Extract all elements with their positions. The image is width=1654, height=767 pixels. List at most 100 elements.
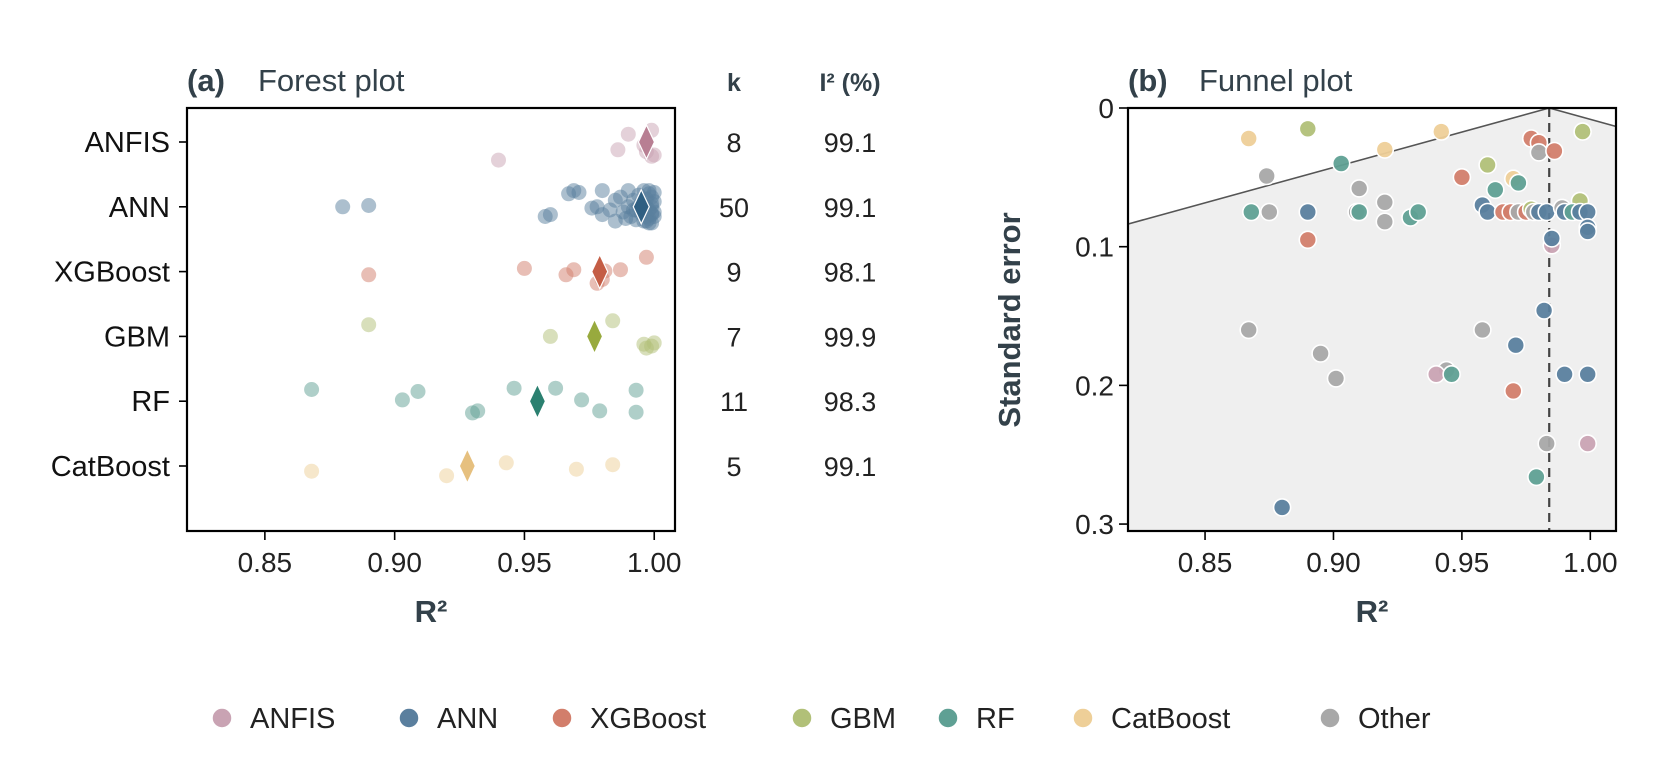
funnel-point-ann <box>1478 202 1497 222</box>
forest-point-gbm <box>605 313 621 329</box>
funnel-left-boundary <box>1128 108 1550 225</box>
forest-point-catboost <box>304 463 320 479</box>
funnel-x-tick-label: 1.00 <box>1563 547 1618 578</box>
legend-marker-anfis <box>211 707 233 729</box>
funnel-point-anfis <box>1426 364 1446 384</box>
funnel-point-rf <box>1242 202 1261 222</box>
funnel-point-ann <box>1506 335 1526 355</box>
forest-x-tick-label: 0.95 <box>497 547 552 578</box>
i2-value-ann: 99.1 <box>824 193 877 223</box>
forest-points <box>304 122 662 484</box>
forest-x-axis: 0.85 0.90 0.95 1.00 <box>238 531 682 578</box>
funnel-plot-panel: (b) Funnel plot 0.85 0.90 0.95 1.00 0 0.1 0.2… <box>992 63 1618 629</box>
forest-panel-tag: (a) <box>187 63 225 98</box>
i2-value-rf: 98.3 <box>824 387 877 417</box>
funnel-point-ann <box>1578 222 1597 241</box>
forest-plot-title: Forest plot <box>258 63 405 98</box>
forest-point-ann <box>361 198 377 213</box>
funnel-point-xgboost <box>1504 381 1523 401</box>
forest-plot-frame <box>185 106 677 533</box>
funnel-point-other <box>1326 369 1346 388</box>
k-value-catboost: 5 <box>726 452 741 482</box>
funnel-point-xgboost <box>1452 168 1472 187</box>
forest-point-catboost <box>439 468 455 484</box>
funnel-point-other <box>1257 166 1276 186</box>
pooled-diamond-gbm <box>585 317 604 355</box>
funnel-point-xgboost <box>1545 141 1564 161</box>
funnel-point-ann <box>1272 498 1292 517</box>
funnel-point-gbm <box>1298 119 1318 139</box>
forest-point-xgboost <box>516 260 532 276</box>
funnel-point-gbm <box>1573 122 1592 141</box>
funnel-x-tick-label: 0.85 <box>1178 547 1233 578</box>
funnel-point-rf <box>1509 173 1528 193</box>
funnel-y-tick-label: 0.3 <box>1075 509 1114 540</box>
forest-point-anfis <box>491 152 506 168</box>
funnel-point-ann <box>1578 202 1597 222</box>
forest-point-rf <box>470 403 486 419</box>
funnel-points <box>1239 119 1597 517</box>
funnel-point-gbm <box>1478 155 1497 175</box>
funnel-plot-frame <box>1126 106 1618 533</box>
funnel-point-xgboost <box>1298 230 1318 250</box>
forest-point-ann <box>594 183 610 199</box>
funnel-plot-title: Funnel plot <box>1199 63 1353 98</box>
forest-point-anfis <box>620 126 636 142</box>
column-header-i2: I² (%) <box>819 69 880 97</box>
legend-marker-rf <box>937 707 959 729</box>
forest-point-gbm <box>542 328 558 344</box>
forest-point-gbm <box>361 317 377 333</box>
funnel-y-tick-label: 0.1 <box>1075 232 1114 263</box>
funnel-point-ann <box>1542 229 1562 248</box>
legend-label-ann: ANN <box>437 703 498 735</box>
funnel-point-rf <box>1442 364 1461 384</box>
i2-value-xgboost: 98.1 <box>824 258 877 288</box>
legend-marker-gbm <box>791 707 813 729</box>
funnel-point-other <box>1311 344 1330 363</box>
forest-point-rf <box>506 380 522 396</box>
legend-label-gbm: GBM <box>830 703 896 735</box>
funnel-point-other <box>1473 320 1492 340</box>
forest-point-rf <box>410 384 426 399</box>
pooled-diamond-catboost <box>458 447 477 485</box>
k-value-xgboost: 9 <box>726 258 741 288</box>
legend-marker-xgboost <box>551 707 573 729</box>
category-label-xgboost: XGBoost <box>54 257 170 289</box>
i2-value-catboost: 99.1 <box>824 452 877 482</box>
funnel-point-rf <box>1486 180 1505 200</box>
forest-point-catboost <box>605 457 621 473</box>
forest-point-xgboost <box>638 249 654 265</box>
forest-point-rf <box>304 382 320 397</box>
forest-x-tick-label: 0.85 <box>238 547 293 578</box>
pooled-diamond-xgboost <box>591 253 609 291</box>
category-label-anfis: ANFIS <box>85 127 170 159</box>
forest-x-tick-label: 1.00 <box>627 547 682 578</box>
forest-point-catboost <box>498 455 514 471</box>
forest-point-xgboost <box>566 262 582 278</box>
funnel-point-other <box>1537 434 1556 453</box>
funnel-point-rf <box>1349 202 1369 222</box>
funnel-point-ann <box>1534 301 1554 320</box>
funnel-x-axis: 0.85 0.90 0.95 1.00 <box>1178 531 1618 578</box>
forest-point-rf <box>574 392 590 408</box>
k-value-gbm: 7 <box>726 322 741 352</box>
forest-plot-panel: (a) Forest plot k I² (%) ANFIS ANN XGBoost… <box>51 63 881 629</box>
funnel-point-rf <box>1331 154 1351 173</box>
legend-label-rf: RF <box>976 703 1015 735</box>
pooled-diamond-rf <box>528 382 547 420</box>
legend-label-catboost: CatBoost <box>1111 703 1230 735</box>
forest-point-ann <box>618 211 634 226</box>
forest-point-ann <box>542 207 558 223</box>
i2-value-anfis: 99.1 <box>824 128 877 158</box>
funnel-point-ann <box>1537 202 1556 222</box>
legend-label-xgboost: XGBoost <box>590 703 706 735</box>
forest-point-ann <box>641 215 657 231</box>
k-value-anfis: 8 <box>726 128 741 158</box>
legend-marker-other <box>1319 707 1341 729</box>
funnel-point-ann <box>1578 364 1597 384</box>
funnel-x-axis-title: R² <box>1356 594 1389 629</box>
forest-point-rf <box>628 404 644 420</box>
legend-label-anfis: ANFIS <box>250 703 335 735</box>
forest-point-ann <box>641 183 657 199</box>
